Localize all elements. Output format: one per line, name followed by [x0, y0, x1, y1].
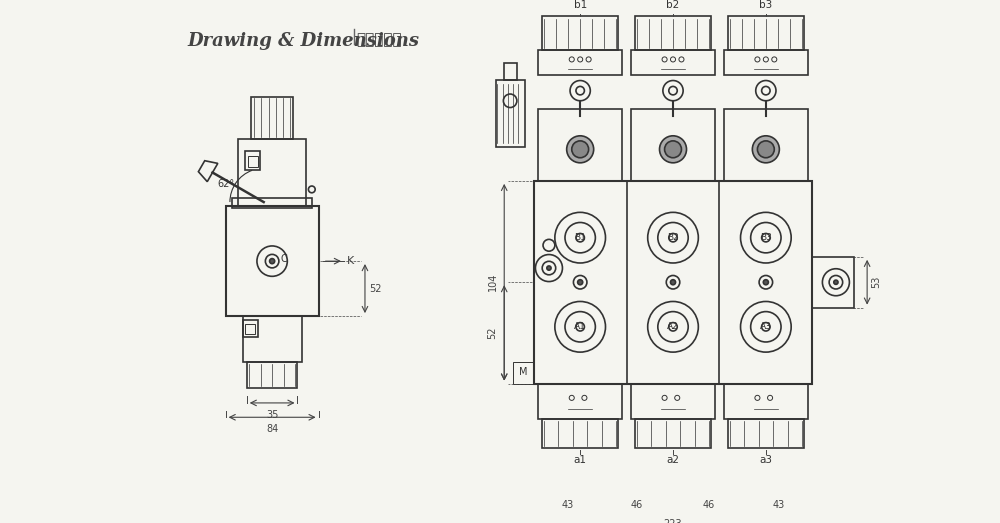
- Bar: [542, 16, 618, 50]
- Circle shape: [578, 280, 583, 285]
- Bar: [728, 16, 804, 50]
- Bar: [496, 79, 525, 147]
- Bar: [247, 362, 297, 388]
- Bar: [631, 50, 715, 75]
- Text: M: M: [519, 367, 528, 377]
- Bar: [251, 97, 293, 139]
- Circle shape: [270, 258, 275, 264]
- Bar: [238, 139, 306, 206]
- Text: 46: 46: [703, 500, 715, 510]
- Text: 53: 53: [871, 276, 881, 288]
- Text: b2: b2: [666, 0, 680, 9]
- Text: b3: b3: [759, 0, 772, 9]
- Bar: [232, 198, 312, 208]
- Bar: [724, 109, 808, 181]
- Bar: [538, 109, 622, 181]
- Text: b1: b1: [574, 0, 587, 9]
- Text: K: K: [346, 256, 354, 266]
- Text: a2: a2: [667, 455, 680, 465]
- Text: A3: A3: [760, 322, 772, 331]
- Text: B2: B2: [667, 233, 679, 242]
- Circle shape: [670, 280, 676, 285]
- Bar: [243, 316, 302, 362]
- Bar: [728, 419, 804, 449]
- Bar: [248, 156, 258, 167]
- Text: a1: a1: [574, 455, 587, 465]
- Circle shape: [572, 141, 589, 158]
- Text: 43: 43: [773, 500, 785, 510]
- Text: 46: 46: [631, 500, 643, 510]
- Bar: [635, 16, 711, 50]
- Bar: [724, 383, 808, 419]
- Bar: [245, 152, 260, 170]
- Circle shape: [547, 266, 551, 270]
- Text: B3: B3: [760, 233, 772, 242]
- Circle shape: [567, 136, 594, 163]
- Circle shape: [834, 280, 838, 285]
- Text: A2: A2: [667, 322, 679, 331]
- Text: 52: 52: [487, 327, 497, 339]
- Bar: [243, 320, 258, 337]
- Text: 52: 52: [369, 283, 382, 293]
- Circle shape: [665, 141, 681, 158]
- Text: 62°: 62°: [217, 179, 234, 189]
- Bar: [812, 257, 854, 308]
- Text: 223: 223: [664, 518, 682, 523]
- Circle shape: [757, 141, 774, 158]
- Bar: [245, 324, 255, 334]
- Text: 43: 43: [561, 500, 574, 510]
- Circle shape: [752, 136, 779, 163]
- Bar: [538, 50, 622, 75]
- Text: 84: 84: [266, 424, 278, 434]
- Bar: [631, 383, 715, 419]
- Text: 图纸和尺寸: 图纸和尺寸: [357, 32, 402, 48]
- Bar: [513, 362, 534, 383]
- Bar: [724, 50, 808, 75]
- Text: a3: a3: [759, 455, 772, 465]
- Circle shape: [660, 136, 687, 163]
- Text: 104: 104: [487, 273, 497, 291]
- Bar: [631, 109, 715, 181]
- Bar: [534, 181, 812, 383]
- Text: Drawing & Dimensions: Drawing & Dimensions: [188, 32, 420, 50]
- Text: C: C: [281, 255, 287, 265]
- Bar: [635, 419, 711, 449]
- Text: A1: A1: [574, 322, 586, 331]
- Text: 35: 35: [266, 410, 278, 419]
- Text: B1: B1: [574, 233, 586, 242]
- Bar: [504, 63, 517, 79]
- Bar: [538, 383, 622, 419]
- Bar: [226, 206, 319, 316]
- Bar: [542, 419, 618, 449]
- Circle shape: [763, 280, 768, 285]
